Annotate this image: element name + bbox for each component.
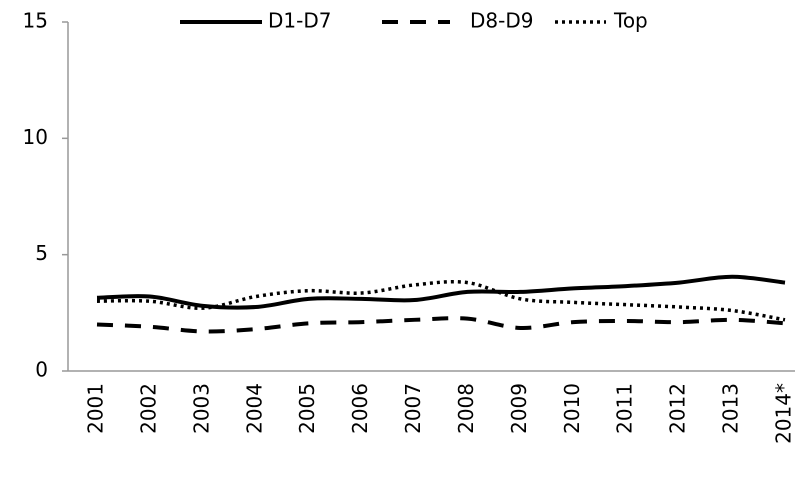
legend-label: D1-D7 xyxy=(268,9,331,33)
line-series xyxy=(96,279,786,322)
legend-label: Top xyxy=(613,9,648,33)
x-tick-label: 2013 xyxy=(719,383,743,434)
x-tick-label: 2008 xyxy=(454,383,478,434)
x-tick-label: 2001 xyxy=(84,383,108,434)
x-tick-label: 2006 xyxy=(348,383,372,434)
x-tick-label: 2004 xyxy=(242,383,266,434)
y-tick-label: 15 xyxy=(23,9,48,33)
x-tick-label: 2014* xyxy=(772,383,796,444)
x-tick-label: 2003 xyxy=(189,383,213,434)
line-series xyxy=(96,274,786,310)
x-tick-label: 2009 xyxy=(507,383,531,434)
x-tick-label: 2007 xyxy=(401,383,425,434)
x-tick-label: 2012 xyxy=(666,383,690,434)
x-tick-label: 2011 xyxy=(613,383,637,434)
x-tick-label: 2010 xyxy=(560,383,584,434)
legend-label: D8-D9 xyxy=(470,9,533,33)
y-tick-label: 5 xyxy=(35,241,48,265)
x-tick-label: 2002 xyxy=(136,383,160,434)
line-series xyxy=(96,316,786,334)
x-tick-label: 2005 xyxy=(295,383,319,434)
y-tick-label: 10 xyxy=(23,125,48,149)
y-tick-label: 0 xyxy=(35,358,48,382)
